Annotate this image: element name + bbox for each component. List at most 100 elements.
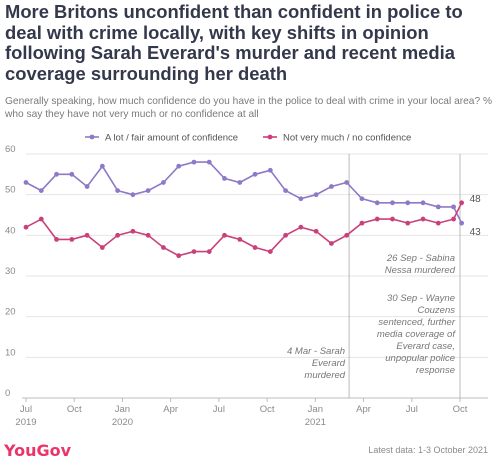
x-tick-label: Jul: [213, 404, 225, 415]
y-tick-label: 0: [5, 388, 10, 399]
data-point: [451, 204, 456, 210]
data-point: [420, 200, 426, 206]
data-point: [374, 200, 380, 206]
data-point: [459, 200, 465, 206]
data-point: [459, 220, 465, 226]
event-lines: [348, 154, 461, 398]
x-tick-label: Oct: [453, 404, 468, 415]
data-point: [222, 232, 227, 238]
data-point: [313, 228, 319, 234]
data-point: [69, 237, 75, 242]
data-point: [298, 224, 304, 230]
data-point: [359, 196, 365, 202]
x-tick-label: Jul: [20, 404, 32, 415]
data-point: [115, 232, 121, 238]
data-point: [283, 188, 288, 194]
y-tick-label: 20: [5, 307, 16, 318]
data-point: [206, 159, 212, 165]
y-tick-label: 30: [5, 266, 16, 277]
data-point: [329, 184, 334, 189]
annotation-nessa: Nessa murdered: [385, 265, 456, 276]
data-point: [99, 163, 105, 169]
annotation-couzens: media coverage of: [377, 329, 457, 340]
data-point: [283, 232, 288, 238]
x-tick-year: 2019: [15, 417, 36, 428]
data-point: [54, 237, 59, 242]
x-tick-label: Oct: [67, 404, 82, 415]
data-point: [191, 249, 197, 255]
data-point: [130, 192, 136, 198]
data-point: [23, 224, 29, 230]
data-point: [344, 232, 350, 238]
data-point: [176, 253, 182, 259]
data-point: [222, 176, 227, 181]
x-axis: Jul 2019 Oct Jan 2020 Apr Jul Oct Jan 2021 Apr Jul O…: [15, 397, 488, 428]
data-point: [344, 180, 350, 185]
data-point: [84, 184, 90, 189]
x-tick-label: Apr: [356, 404, 371, 415]
data-point: [435, 220, 441, 226]
data-point: [145, 188, 151, 194]
data-point: [38, 188, 44, 194]
annotation-everard: 4 Mar - Sarah: [287, 346, 345, 357]
data-point: [69, 171, 75, 177]
data-point: [176, 163, 182, 169]
annotation-couzens: Everard case,: [396, 341, 455, 352]
data-point: [405, 220, 411, 226]
data-point: [405, 200, 411, 206]
data-point: [130, 228, 136, 234]
legend-entry-0: A lot / fair amount of confidence: [105, 133, 238, 144]
x-tick-label: Oct: [260, 404, 275, 415]
data-point: [191, 159, 197, 165]
data-point: [237, 180, 243, 185]
data-point: [252, 171, 258, 177]
data-point: [359, 220, 365, 226]
annotation-everard: Everard: [312, 358, 346, 369]
y-axis: 0 10 20 30 40 50 60: [5, 144, 16, 399]
annotation-couzens: response: [416, 365, 455, 376]
y-tick-label: 60: [5, 144, 16, 155]
x-tick-year: 2020: [112, 417, 133, 428]
data-point: [252, 245, 258, 250]
end-value-label: 43: [470, 227, 482, 238]
data-point: [390, 200, 395, 206]
chart-title: More Britons unconfident than confident …: [5, 1, 463, 84]
data-point: [161, 245, 166, 250]
x-tick-year: 2021: [305, 417, 326, 428]
data-point: [161, 180, 166, 185]
annotation-couzens: Couzens: [418, 305, 456, 316]
data-point: [435, 204, 441, 210]
data-point: [329, 241, 334, 246]
x-tick-label: Apr: [163, 404, 178, 415]
annotation-couzens: unpopular police: [385, 353, 455, 364]
x-tick-label: Jul: [406, 404, 418, 415]
data-point: [390, 216, 395, 222]
y-tick-label: 10: [5, 347, 16, 358]
data-point: [115, 188, 121, 194]
legend: A lot / fair amount of confidence Not ver…: [85, 133, 411, 144]
data-point: [145, 232, 151, 238]
data-point: [298, 196, 304, 202]
chart-subtitle: Generally speaking, how much confidence …: [5, 96, 493, 120]
legend-swatch-dot: [89, 134, 95, 140]
legend-entry-1: Not very much / no confidence: [283, 133, 411, 144]
legend-swatch-dot: [267, 134, 273, 140]
end-value-label: 48: [470, 194, 482, 205]
annotation-nessa: 26 Sep - Sabina: [386, 253, 455, 264]
series-group: 43 48: [23, 159, 482, 259]
data-point: [54, 171, 59, 177]
data-point: [313, 192, 319, 198]
data-point: [267, 249, 273, 255]
annotation-everard: murdered: [304, 370, 345, 381]
y-tick-label: 40: [5, 225, 16, 236]
data-point: [206, 249, 212, 255]
yougov-logo: YouGov: [4, 441, 72, 460]
x-tick-label: Jan: [308, 404, 323, 415]
annotation-couzens: sentenced, further: [378, 317, 455, 328]
series-line-1: [25, 202, 463, 257]
data-point: [451, 216, 456, 222]
data-point: [23, 180, 29, 185]
data-point: [84, 232, 90, 238]
x-tick-label: Jan: [115, 404, 130, 415]
